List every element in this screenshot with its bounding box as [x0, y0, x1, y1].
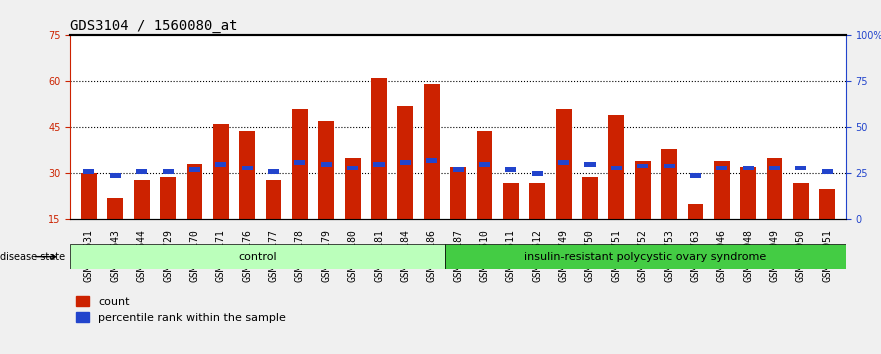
Bar	[213, 124, 229, 266]
Bar	[187, 164, 203, 266]
FancyBboxPatch shape	[445, 244, 846, 269]
Text: control: control	[238, 252, 277, 262]
Bar	[769, 166, 780, 170]
Bar	[318, 121, 334, 266]
Legend: count, percentile rank within the sample: count, percentile rank within the sample	[76, 296, 286, 323]
Bar	[215, 162, 226, 167]
Bar	[529, 183, 545, 266]
Text: insulin-resistant polycystic ovary syndrome: insulin-resistant polycystic ovary syndr…	[524, 252, 766, 262]
Bar	[609, 115, 625, 266]
Bar	[635, 161, 651, 266]
Bar	[743, 166, 754, 170]
Bar	[160, 177, 176, 266]
Bar	[292, 109, 307, 266]
Bar	[110, 173, 121, 178]
Bar	[371, 78, 387, 266]
Bar	[241, 166, 253, 170]
Bar	[796, 166, 806, 170]
Bar	[268, 169, 279, 174]
Bar	[793, 183, 809, 266]
Bar	[397, 106, 413, 266]
Bar	[766, 158, 782, 266]
Bar	[424, 85, 440, 266]
Bar	[716, 166, 728, 170]
Bar	[321, 162, 332, 167]
Bar	[265, 179, 281, 266]
Bar	[84, 169, 94, 174]
Text: GDS3104 / 1560080_at: GDS3104 / 1560080_at	[70, 19, 238, 33]
Bar	[584, 162, 596, 167]
Bar	[374, 162, 384, 167]
Bar	[740, 167, 756, 266]
Bar	[661, 149, 677, 266]
Bar	[822, 169, 833, 174]
Bar	[400, 160, 411, 165]
Bar	[503, 183, 519, 266]
Bar	[162, 169, 174, 174]
Bar	[107, 198, 123, 266]
Bar	[344, 158, 360, 266]
Bar	[558, 160, 569, 165]
Bar	[81, 173, 97, 266]
FancyBboxPatch shape	[70, 244, 445, 269]
Bar	[687, 204, 703, 266]
Bar	[637, 164, 648, 169]
Bar	[137, 169, 147, 174]
Bar	[690, 173, 701, 178]
Bar	[189, 167, 200, 172]
Bar	[663, 164, 675, 169]
Bar	[240, 131, 255, 266]
Bar	[479, 162, 490, 167]
Bar	[714, 161, 729, 266]
Bar	[611, 166, 622, 170]
Bar	[453, 167, 463, 172]
Bar	[294, 160, 306, 165]
Bar	[426, 158, 437, 163]
Bar	[556, 109, 572, 266]
Bar	[347, 166, 359, 170]
Bar	[477, 131, 492, 266]
Bar	[506, 167, 516, 172]
Bar	[532, 171, 543, 176]
Bar	[582, 177, 598, 266]
Bar	[450, 167, 466, 266]
Text: disease state: disease state	[0, 252, 65, 262]
Bar	[819, 189, 835, 266]
Bar	[134, 179, 150, 266]
